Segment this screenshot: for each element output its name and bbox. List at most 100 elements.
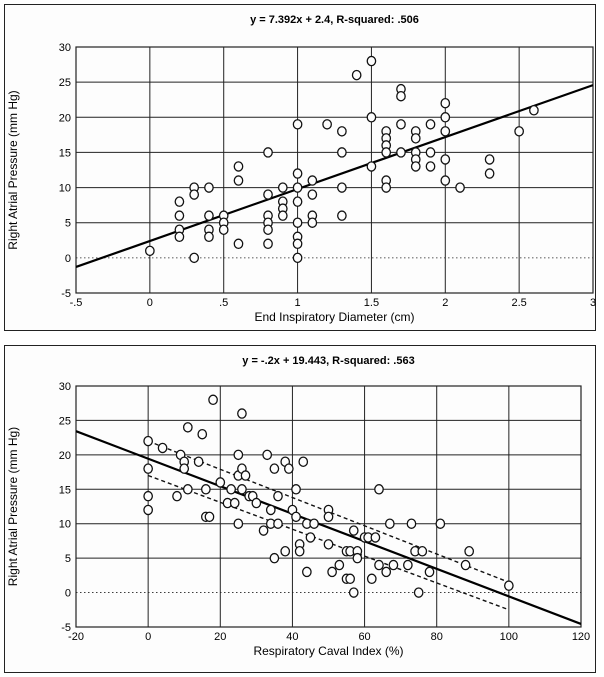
data-point xyxy=(381,147,392,158)
data-point xyxy=(218,224,229,235)
y-tick-label: 15 xyxy=(59,147,71,159)
data-point xyxy=(484,154,495,165)
y-tick-label: 15 xyxy=(59,484,71,496)
data-point xyxy=(366,112,377,123)
data-point xyxy=(273,518,283,529)
data-point xyxy=(435,518,446,529)
chart-title: y = 7.392x + 2.4, R-squared: .506 xyxy=(250,14,419,26)
x-axis-label: Respiratory Caval Index (%) xyxy=(253,644,403,658)
x-tick-label: 100 xyxy=(500,631,518,643)
data-point xyxy=(179,463,190,474)
data-point xyxy=(309,518,319,529)
data-point xyxy=(294,546,305,557)
data-point xyxy=(388,559,399,571)
data-point xyxy=(425,119,436,130)
data-point xyxy=(273,490,283,502)
data-point xyxy=(265,504,276,516)
chart-panel-top: y = 7.392x + 2.4, R-squared: .506 -.5 0 .5 1… xyxy=(4,4,596,331)
data-point xyxy=(280,546,291,557)
scatter-chart-bottom: y = -.2x + 19.443, R-squared: .563 -20 0 20… xyxy=(6,355,590,658)
data-point xyxy=(174,210,185,221)
data-point xyxy=(348,587,359,598)
y-tick-label: 20 xyxy=(59,450,71,462)
y-tick-label: 5 xyxy=(65,218,71,230)
data-point xyxy=(197,428,208,440)
data-point xyxy=(440,126,451,137)
chart-panel-bottom: y = -.2x + 19.443, R-squared: .563 -20 0 20… xyxy=(4,345,596,673)
data-point xyxy=(396,119,406,130)
data-point xyxy=(440,112,451,123)
data-point xyxy=(455,182,465,193)
data-point xyxy=(366,55,377,67)
x-tick-label: 20 xyxy=(214,631,226,643)
data-point xyxy=(504,580,514,591)
data-point xyxy=(337,210,347,221)
data-point xyxy=(307,175,318,186)
grid xyxy=(75,46,594,294)
data-point xyxy=(417,546,428,557)
data-point xyxy=(182,422,193,433)
x-tick-label: -20 xyxy=(68,631,84,643)
y-tick-label: 5 xyxy=(65,553,71,565)
data-point xyxy=(291,511,301,523)
data-point xyxy=(406,518,417,529)
data-point xyxy=(233,238,244,250)
regression-line xyxy=(76,430,581,625)
data-point xyxy=(226,484,236,495)
data-point xyxy=(182,484,193,495)
data-point xyxy=(157,442,168,454)
data-point xyxy=(174,231,185,243)
data-point xyxy=(351,69,362,81)
data-point xyxy=(292,217,303,228)
data-point xyxy=(305,532,316,543)
data-point xyxy=(251,497,262,509)
data-point xyxy=(277,182,288,193)
data-point xyxy=(337,182,347,193)
data-point xyxy=(381,182,392,193)
data-point xyxy=(352,552,363,564)
x-tick-label: 40 xyxy=(286,631,298,643)
data-point xyxy=(189,252,200,264)
x-axis-label: End Inspiratory Diameter (cm) xyxy=(254,310,414,324)
y-axis-label: Right Atrial Pressure (mm Hg) xyxy=(6,427,20,586)
data-point xyxy=(237,484,247,495)
data-point xyxy=(233,175,244,186)
data-point xyxy=(323,511,334,523)
data-point xyxy=(424,566,435,578)
y-tick-label: 20 xyxy=(59,112,71,124)
y-tick-label: 30 xyxy=(59,42,71,54)
data-point xyxy=(345,573,355,585)
data-point xyxy=(292,119,303,130)
x-tick-label: 60 xyxy=(358,631,370,643)
data-point xyxy=(201,484,211,495)
data-point xyxy=(302,566,312,578)
data-point xyxy=(396,90,406,102)
data-point xyxy=(292,252,303,264)
data-point xyxy=(464,546,475,557)
data-point xyxy=(460,559,471,571)
data-point xyxy=(425,161,436,172)
data-point xyxy=(529,105,539,116)
data-point xyxy=(396,147,406,158)
data-point xyxy=(233,518,244,529)
y-tick-label: 0 xyxy=(65,253,71,265)
data-point xyxy=(292,182,303,193)
data-point xyxy=(240,470,251,481)
data-point xyxy=(440,175,451,186)
y-tick-label: 25 xyxy=(59,77,71,89)
x-tick-label: .5 xyxy=(219,297,228,309)
data-point xyxy=(277,210,288,221)
x-tick-label: 80 xyxy=(431,631,443,643)
data-point xyxy=(334,559,345,571)
data-point xyxy=(370,532,381,543)
plot-frame xyxy=(75,385,582,628)
chart-title: y = -.2x + 19.443, R-squared: .563 xyxy=(242,355,414,367)
scatter-chart-top: y = 7.392x + 2.4, R-squared: .506 -.5 0 .5 1… xyxy=(6,14,596,324)
data-point xyxy=(366,573,377,585)
plot-frame xyxy=(75,46,594,294)
data-point xyxy=(204,511,215,523)
x-tick-label: 3 xyxy=(590,297,596,309)
data-point xyxy=(292,196,303,207)
data-point xyxy=(258,525,269,536)
data-point xyxy=(348,525,359,536)
